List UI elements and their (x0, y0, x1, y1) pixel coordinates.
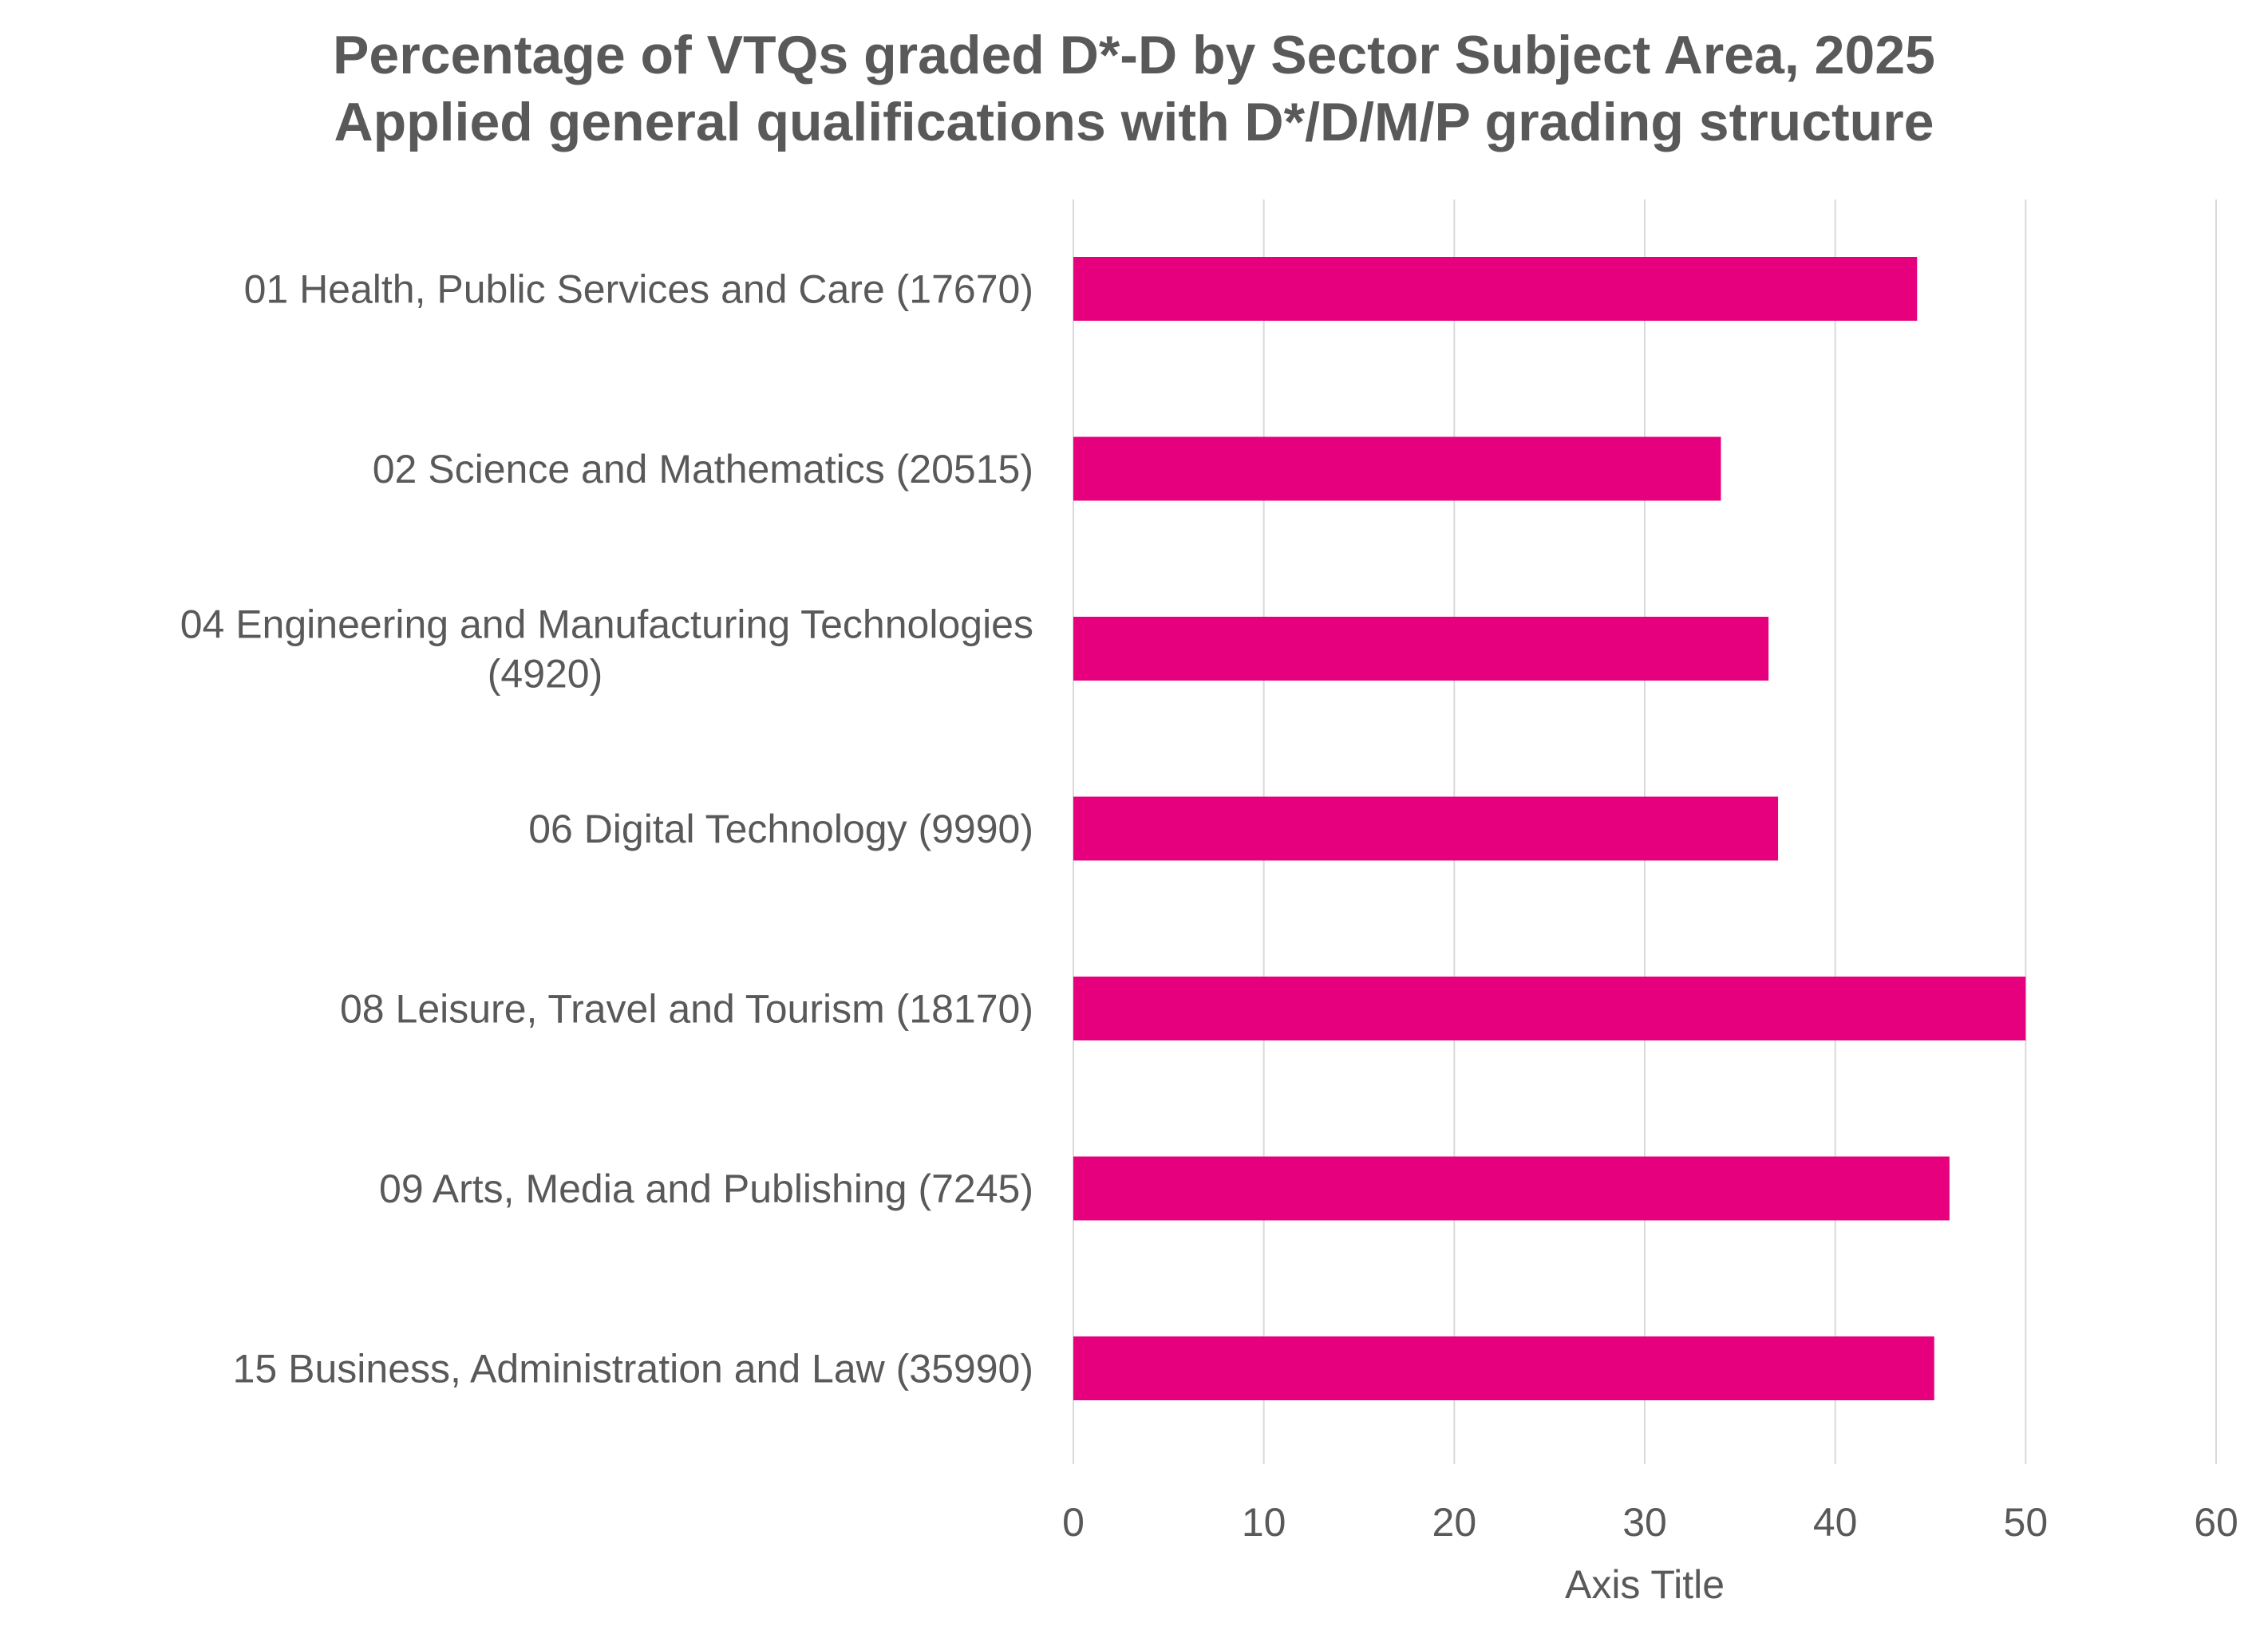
category-label-2-line-0: 04 Engineering and Manufacturing Technol… (180, 602, 1033, 647)
chart-subtitle: Applied general qualifications with D*/D… (334, 92, 1934, 152)
bar-4 (1073, 977, 2026, 1040)
category-label-2-line-1: (4920) (488, 652, 603, 697)
bar-5 (1073, 1156, 1950, 1221)
bar-3 (1073, 796, 1779, 861)
bar-6 (1073, 1336, 1934, 1400)
x-tick-label-30: 30 (1622, 1500, 1667, 1545)
x-tick-label-50: 50 (2004, 1500, 2049, 1545)
bar-1 (1073, 436, 1721, 501)
category-label-6: 15 Business, Administration and Law (359… (233, 1347, 1033, 1391)
x-tick-label-20: 20 (1432, 1500, 1477, 1545)
x-tick-labels: 0 10 20 30 40 50 60 (1062, 1500, 2238, 1545)
chart-title: Percentage of VTQs graded D*-D by Sector… (333, 25, 1935, 85)
x-tick-label-10: 10 (1242, 1500, 1286, 1545)
bars (1073, 257, 2026, 1400)
category-label-5: 09 Arts, Media and Publishing (7245) (379, 1166, 1033, 1211)
x-axis-title: Axis Title (1565, 1562, 1725, 1607)
x-tick-label-0: 0 (1062, 1500, 1085, 1545)
bar-2 (1073, 617, 1769, 681)
category-label-1: 02 Science and Mathematics (20515) (373, 447, 1033, 491)
x-tick-label-40: 40 (1813, 1500, 1858, 1545)
category-label-3: 06 Digital Technology (9990) (528, 807, 1033, 851)
category-label-0: 01 Health, Public Services and Care (176… (244, 267, 1033, 312)
bar-0 (1073, 257, 1918, 321)
x-tick-label-60: 60 (2194, 1500, 2238, 1545)
category-labels: 01 Health, Public Services and Care (176… (180, 267, 1033, 1391)
category-label-4: 08 Leisure, Travel and Tourism (18170) (340, 987, 1033, 1032)
